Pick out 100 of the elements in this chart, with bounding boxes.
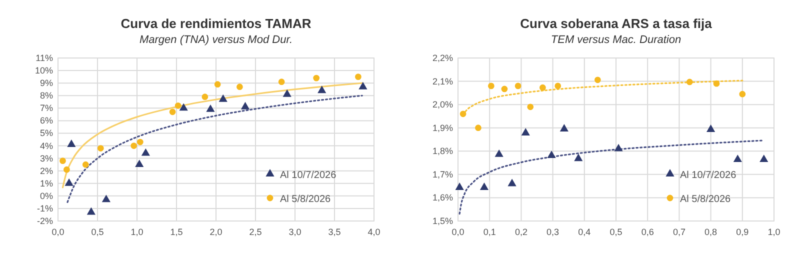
legend-label: Al 5/8/2026: [280, 194, 332, 205]
y-tick-label: 1%: [40, 178, 53, 188]
point: [135, 160, 144, 168]
y-tick-label: 1,6%: [432, 192, 453, 203]
x-tick-label: 3,5: [328, 227, 341, 237]
y-tick-label: 2,2%: [432, 53, 453, 63]
point: [206, 104, 215, 112]
point: [278, 78, 285, 86]
point: [733, 154, 742, 162]
y-tick-label: 10%: [34, 66, 53, 76]
point: [560, 124, 568, 132]
x-tick-label: 0,6: [641, 227, 654, 237]
point: [97, 145, 104, 152]
legend-label: Al 10/7/2026: [680, 170, 737, 181]
y-tick-label: 11%: [36, 53, 53, 63]
point: [358, 82, 368, 90]
point: [179, 103, 188, 111]
point: [713, 80, 720, 87]
point: [760, 154, 768, 162]
x-tick-label: 0,0: [52, 227, 64, 237]
point: [480, 182, 489, 190]
x-tick-label: 0,1: [483, 227, 496, 237]
point: [460, 110, 466, 118]
x-tick-label: 0,2: [514, 227, 528, 237]
y-tick-label: 7%: [40, 103, 53, 114]
point: [475, 124, 482, 132]
point: [67, 140, 76, 147]
point: [82, 161, 89, 168]
chart-subtitle: TEM versus Mac. Duration: [550, 34, 682, 46]
y-tick-label: 8%: [40, 90, 53, 101]
point: [318, 86, 326, 94]
point: [214, 81, 221, 88]
x-tick-label: 1,0: [130, 227, 144, 237]
y-tick-label: 1,7%: [432, 169, 453, 180]
x-tick-label: 4,0: [368, 227, 380, 237]
point: [614, 144, 623, 152]
point: [539, 84, 546, 91]
y-tick-label: 0%: [40, 190, 53, 201]
y-tick-label: 2,1%: [432, 76, 453, 86]
point: [282, 89, 292, 97]
point: [508, 178, 516, 186]
point: [240, 102, 250, 110]
point: [494, 149, 504, 157]
point: [514, 82, 522, 90]
y-tick-label: 2,0%: [432, 100, 453, 110]
y-tick-label: 2%: [40, 166, 53, 176]
point: [313, 74, 320, 82]
point: [86, 207, 96, 215]
point: [501, 86, 508, 92]
x-tick-label: 2,0: [210, 227, 222, 237]
point: [136, 138, 144, 146]
y-tick-label: 9%: [40, 78, 53, 88]
point: [102, 194, 110, 202]
y-tick-label: 1,8%: [432, 146, 453, 156]
legend-label: Al 10/7/2026: [280, 170, 337, 181]
point: [202, 94, 208, 100]
x-tick-label: 1,0: [768, 227, 780, 237]
x-tick-label: 0,0: [452, 227, 464, 237]
point: [355, 74, 362, 80]
y-tick-label: -1%: [36, 203, 53, 214]
point: [64, 178, 74, 186]
point: [706, 124, 716, 132]
point: [574, 154, 583, 162]
x-tick-label: 0,7: [672, 227, 686, 237]
x-tick-label: 0,8: [704, 227, 718, 237]
y-tick-label: 5%: [40, 128, 53, 138]
legend-label: Al 5/8/2026: [680, 194, 732, 205]
y-tick-label: -2%: [36, 216, 53, 226]
point: [488, 82, 494, 90]
y-tick-label: 1,9%: [432, 122, 453, 133]
point: [686, 78, 693, 86]
y-tick-label: 4%: [40, 140, 53, 151]
point: [236, 84, 243, 90]
x-tick-label: 2,5: [249, 227, 262, 237]
point: [169, 108, 176, 116]
chart-subtitle: Margen (TNA) versus Mod Dur.: [139, 34, 293, 46]
chart-title: Curva de rendimientos TAMAR: [120, 16, 312, 31]
y-tick-label: 3%: [40, 153, 53, 164]
point: [218, 94, 228, 102]
x-tick-label: 1,5: [170, 227, 183, 237]
point: [455, 182, 464, 190]
line-series: [458, 140, 765, 215]
x-tick-label: 3,0: [288, 227, 302, 237]
point: [739, 90, 746, 98]
point: [130, 142, 138, 149]
x-tick-label: 0,9: [736, 227, 749, 237]
y-tick-label: 1,5%: [432, 216, 453, 226]
x-tick-label: 0,4: [578, 227, 591, 237]
point: [174, 102, 182, 109]
chart-title: Curva soberana ARS a tasa fija: [520, 16, 713, 31]
point: [527, 104, 534, 110]
point: [521, 128, 530, 136]
x-tick-label: 0,5: [91, 227, 104, 237]
point: [60, 158, 66, 164]
x-tick-label: 0,3: [546, 227, 560, 237]
y-tick-label: 6%: [40, 116, 53, 126]
point: [594, 76, 601, 84]
x-tick-label: 0,5: [610, 227, 622, 237]
point: [554, 82, 562, 90]
point: [64, 166, 70, 173]
